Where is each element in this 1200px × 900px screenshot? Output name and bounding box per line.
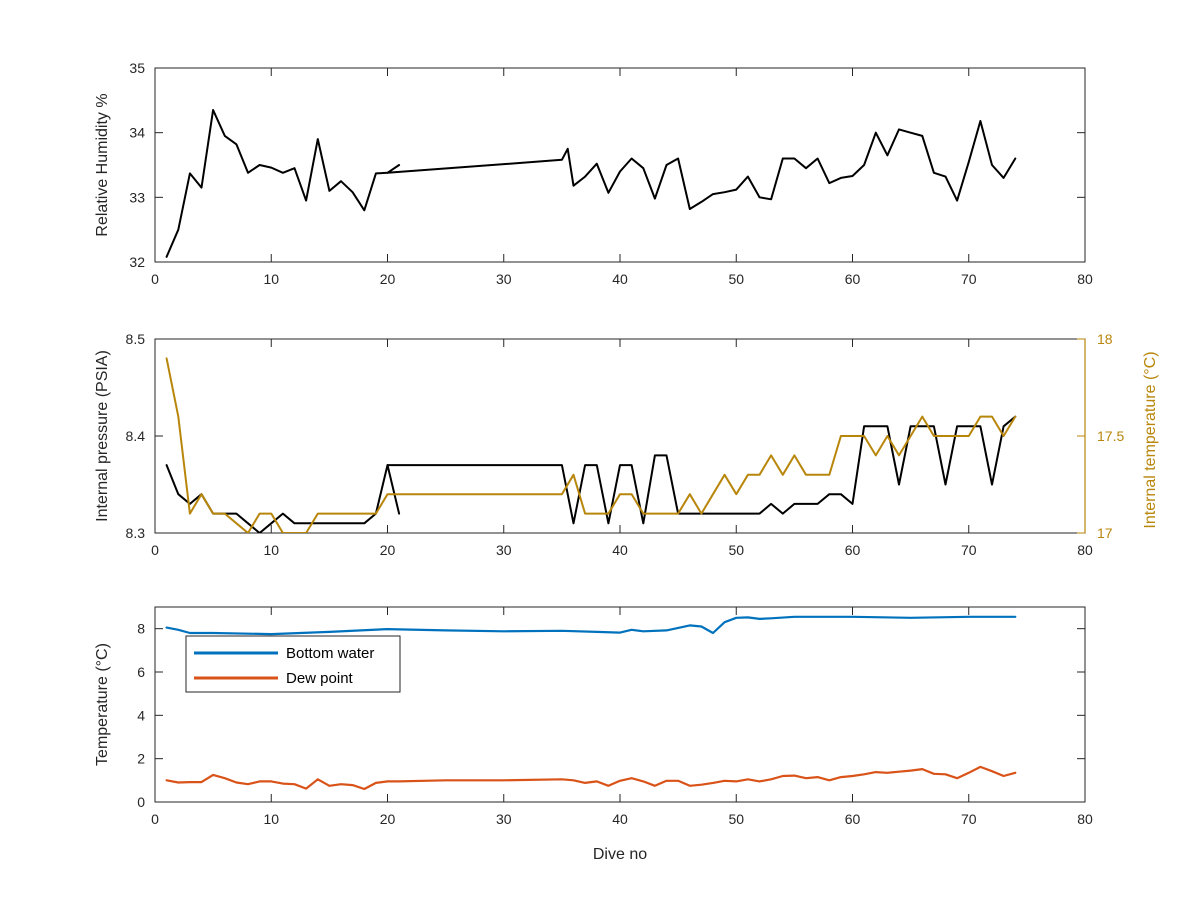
y-tick-label: 33 [129, 189, 145, 205]
x-tick-label: 60 [845, 811, 861, 827]
x-tick-label: 0 [151, 811, 159, 827]
x-tick-label: 40 [612, 271, 628, 287]
y-tick-label: 8.5 [126, 331, 146, 347]
series-line-p2-s2-seg1 [165, 357, 1017, 533]
series-group [165, 357, 1017, 533]
x-tick-label: 70 [961, 811, 977, 827]
x-axis-label: Dive no [593, 846, 647, 863]
series-group [165, 615, 1017, 791]
y-right-tick-label: 18 [1097, 331, 1113, 347]
subplot-1: 0 10 20 30 40 50 60 70 80 32 33 34 35 Relative Humidi… [94, 60, 1093, 287]
y-tick-label: 6 [137, 664, 145, 680]
legend-box [185, 635, 401, 693]
x-tick-label: 20 [380, 271, 396, 287]
y-axis-label: Relative Humidity % [94, 93, 111, 236]
x-tick-label: 30 [496, 811, 512, 827]
y-tick-label: 34 [129, 125, 145, 141]
y-tick-label: 4 [137, 707, 145, 723]
x-tick-label: 0 [151, 271, 159, 287]
legend-label: Dew point [286, 670, 354, 687]
series-line-p1-s1-seg2 [386, 120, 1017, 210]
y-right-axis-label: Internal temperature (°C) [1142, 351, 1159, 528]
x-tick-label: 30 [496, 271, 512, 287]
subplot-3: 0 10 20 30 40 50 60 70 80 0 2 4 6 8 Temperature (°C) Di… [94, 606, 1093, 863]
x-tick-label: 80 [1077, 542, 1093, 558]
x-tick-label: 40 [612, 542, 628, 558]
x-tick-label: 10 [263, 271, 279, 287]
x-tick-label: 10 [263, 811, 279, 827]
y-tick-label: 0 [137, 794, 145, 810]
x-tick-label: 70 [961, 542, 977, 558]
legend: Bottom water Dew point [185, 635, 401, 693]
x-tick-label: 40 [612, 811, 628, 827]
x-tick-label: 50 [728, 542, 744, 558]
x-tick-label: 80 [1077, 271, 1093, 287]
y-tick-label: 35 [129, 60, 145, 76]
y-tick-label: 8 [137, 621, 145, 637]
x-tick-label: 50 [728, 271, 744, 287]
y-axis-label: Internal pressure (PSIA) [94, 350, 111, 522]
y-tick-label: 2 [137, 751, 145, 767]
x-tick-label: 20 [380, 542, 396, 558]
x-tick-label: 70 [961, 271, 977, 287]
x-tick-label: 50 [728, 811, 744, 827]
x-tick-label: 80 [1077, 811, 1093, 827]
x-tick-label: 30 [496, 542, 512, 558]
y-axis-label: Temperature (°C) [94, 643, 111, 766]
legend-label: Bottom water [286, 645, 374, 662]
y-right-tick-label: 17.5 [1097, 428, 1124, 444]
y-tick-label: 8.3 [126, 525, 146, 541]
subplot-2: 0 10 20 30 40 50 60 70 80 8.3 8.4 8.5 17 17.5 18 Intern… [94, 331, 1159, 558]
x-tick-label: 0 [151, 542, 159, 558]
x-tick-label: 10 [263, 542, 279, 558]
series-group [165, 109, 1017, 258]
series-line-p2-s1-seg1 [165, 464, 401, 533]
y-tick-label: 8.4 [126, 428, 146, 444]
y-tick-label: 32 [129, 254, 145, 270]
x-tick-label: 60 [845, 271, 861, 287]
series-line-p1-s1-seg1 [165, 109, 401, 258]
x-tick-label: 60 [845, 542, 861, 558]
y-right-tick-label: 17 [1097, 525, 1113, 541]
series-line-bottom-water-seg1 [165, 615, 1017, 636]
plot-area-frame [154, 67, 1086, 263]
series-line-dew-point-seg1 [165, 765, 1017, 791]
series-line-p2-s1-seg2 [386, 415, 1017, 525]
x-tick-label: 20 [380, 811, 396, 827]
